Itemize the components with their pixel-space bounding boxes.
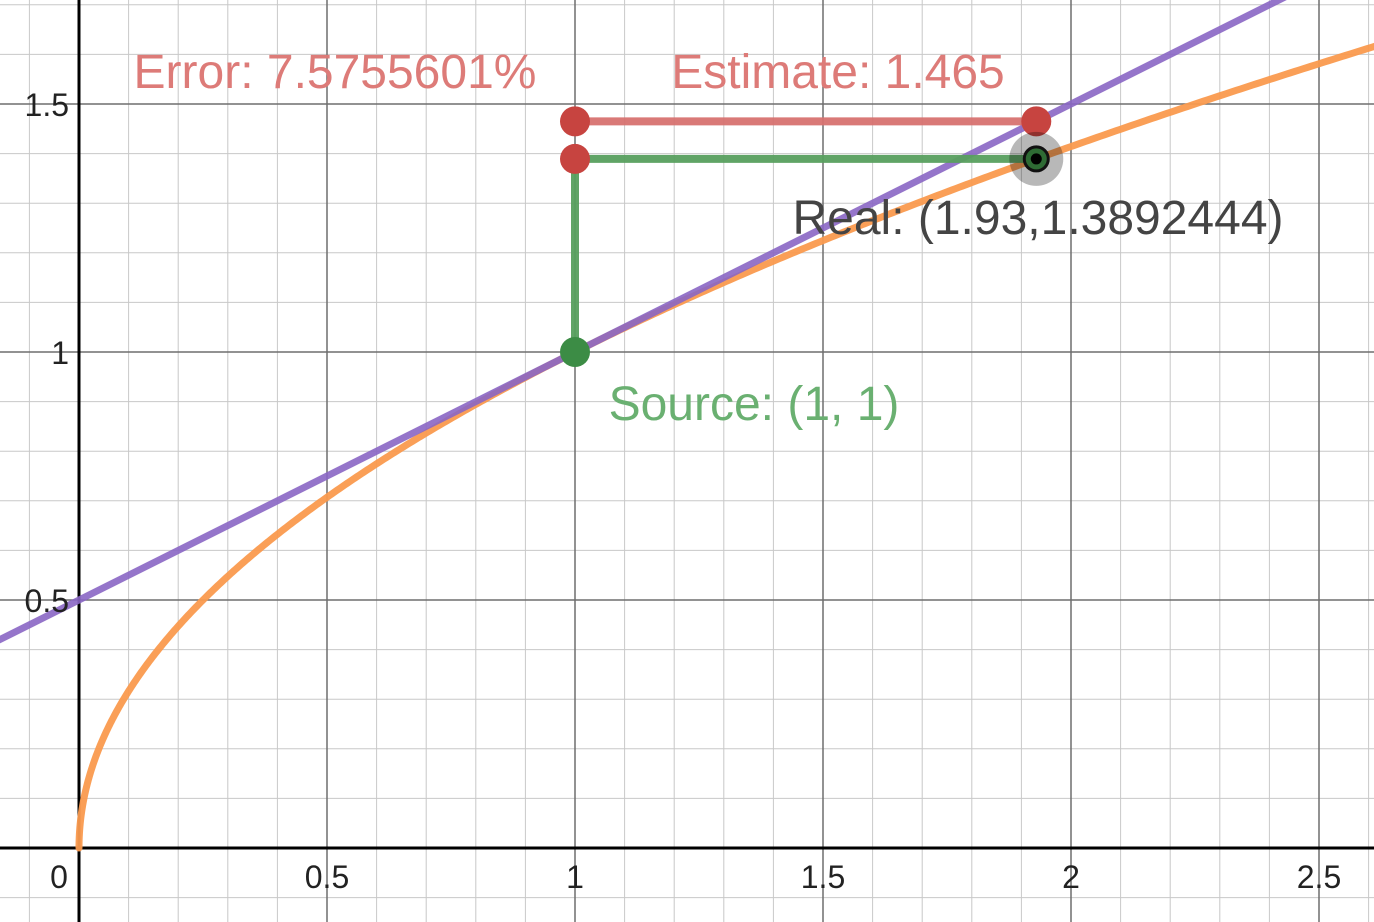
estimate-left-point[interactable] <box>560 106 590 137</box>
points[interactable] <box>560 106 1064 367</box>
y-tick-label: 1 <box>51 335 69 371</box>
source-annotation: Source: (1, 1) <box>609 378 900 431</box>
real-left-point[interactable] <box>560 143 590 174</box>
x-tick-label: 0 <box>50 859 68 895</box>
x-tick-label: 1 <box>566 859 584 895</box>
real-point[interactable] <box>1030 153 1042 165</box>
y-tick-label: 1.5 <box>25 87 69 123</box>
segments <box>571 117 1037 352</box>
estimate-annotation: Estimate: 1.465 <box>671 46 1005 99</box>
x-tick-label: 0.5 <box>305 859 349 895</box>
tick-labels: 0 0.5 1 1.5 2 2.5 0.5 1 1.5 <box>25 87 1342 895</box>
x-tick-label: 2.5 <box>1297 859 1341 895</box>
x-tick-label: 1.5 <box>801 859 845 895</box>
tangent-line <box>0 0 1287 644</box>
x-tick-label: 2 <box>1062 859 1080 895</box>
real-annotation: Real: (1.93,1.3892444) <box>792 192 1283 245</box>
sqrt-curve <box>75 42 1374 852</box>
curves <box>0 0 1374 852</box>
error-annotation: Error: 7.5755601% <box>134 46 537 99</box>
source-point[interactable] <box>560 337 590 367</box>
estimate-right-point[interactable] <box>1021 106 1052 137</box>
y-tick-label: 0.5 <box>25 583 69 619</box>
